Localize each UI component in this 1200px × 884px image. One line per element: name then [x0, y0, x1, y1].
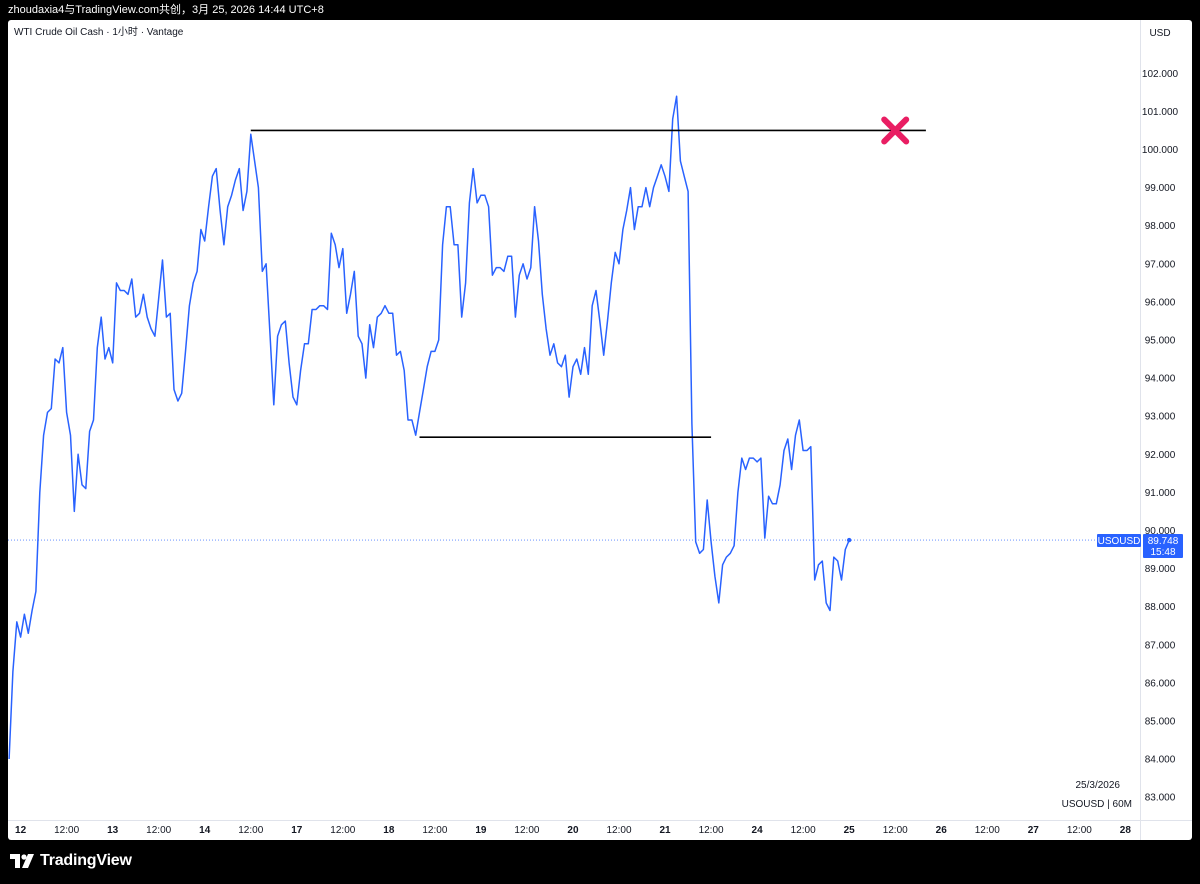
y-tick-label: 98.000 — [1145, 221, 1176, 232]
tradingview-logo[interactable]: TradingView — [10, 852, 132, 870]
price-series-line[interactable] — [8, 95, 850, 760]
y-tick-label: 89.000 — [1145, 564, 1176, 575]
y-tick-label: 93.000 — [1145, 412, 1176, 423]
y-tick-label: 95.000 — [1145, 336, 1176, 347]
tradingview-logo-text: TradingView — [40, 852, 132, 869]
x-tick-label: 28 — [1120, 825, 1132, 836]
y-tick-label: 92.000 — [1145, 450, 1176, 461]
y-tick-label: 100.000 — [1142, 145, 1179, 156]
x-tick-label: 12:00 — [607, 825, 632, 836]
x-tick-label: 13 — [107, 825, 119, 836]
x-tick-label: 12 — [15, 825, 27, 836]
x-tick-label: 18 — [383, 825, 395, 836]
x-tick-label: 26 — [936, 825, 948, 836]
x-tick-label: 12:00 — [791, 825, 816, 836]
y-tick-label: 101.000 — [1142, 107, 1179, 118]
x-tick-label: 12:00 — [422, 825, 447, 836]
chart-title: WTI Crude Oil Cash · 1小时 · Vantage — [14, 26, 184, 38]
currency-label: USD — [1149, 28, 1170, 39]
x-tick-label: 12:00 — [699, 825, 724, 836]
x-tick-label: 14 — [199, 825, 211, 836]
y-tick-label: 97.000 — [1145, 259, 1176, 270]
last-price-point — [846, 537, 852, 543]
price-chart[interactable]: 83.000 84.000 85.000 86.000 87.000 88.000 89.0… — [8, 20, 1192, 840]
x-tick-label: 12:00 — [883, 825, 908, 836]
y-tick-label: 86.000 — [1145, 678, 1176, 689]
y-tick-label: 102.000 — [1142, 69, 1179, 80]
chart-frame[interactable]: 83.000 84.000 85.000 86.000 87.000 88.000 89.0… — [8, 20, 1192, 840]
x-tick-label: 17 — [291, 825, 303, 836]
countdown-text: 15:48 — [1150, 547, 1175, 558]
x-tick-label: 12:00 — [1067, 825, 1092, 836]
last-price-text: 89.748 — [1148, 536, 1179, 547]
x-tick-label: 12:00 — [146, 825, 171, 836]
last-price-badge: USOUSD 89.748 15:48 — [1097, 534, 1183, 558]
x-tick-label: 12:00 — [975, 825, 1000, 836]
x-tick-label: 21 — [659, 825, 671, 836]
y-tick-label: 83.000 — [1145, 793, 1176, 804]
y-tick-label: 94.000 — [1145, 374, 1176, 385]
y-tick-label: 96.000 — [1145, 297, 1176, 308]
y-tick-label: 91.000 — [1145, 488, 1176, 499]
x-tick-label: 19 — [475, 825, 487, 836]
y-tick-label: 88.000 — [1145, 602, 1176, 613]
x-tick-label: 24 — [752, 825, 764, 836]
date-label: 25/3/2026 — [1076, 780, 1121, 791]
y-tick-label: 99.000 — [1145, 183, 1176, 194]
cross-mark-icon[interactable] — [881, 116, 910, 145]
x-tick-label: 27 — [1028, 825, 1040, 836]
x-tick-label: 12:00 — [238, 825, 263, 836]
symbol-badge-text: USOUSD — [1098, 536, 1141, 547]
tradingview-logo-icon — [10, 854, 34, 868]
y-tick-label: 85.000 — [1145, 716, 1176, 727]
x-tick-label: 25 — [844, 825, 856, 836]
x-tick-label: 12:00 — [514, 825, 539, 836]
footer: TradingView — [0, 840, 1200, 884]
y-tick-label: 90.000 — [1145, 526, 1176, 537]
x-tick-label: 20 — [567, 825, 579, 836]
x-tick-label: 12:00 — [330, 825, 355, 836]
chart-caption: zhoudaxia4与TradingView.com共创，3月 25, 2026… — [8, 4, 324, 16]
y-tick-label: 84.000 — [1145, 755, 1176, 766]
symbol-interval-label: USOUSD | 60M — [1062, 799, 1132, 810]
x-tick-label: 12:00 — [54, 825, 79, 836]
y-tick-label: 87.000 — [1145, 640, 1176, 651]
